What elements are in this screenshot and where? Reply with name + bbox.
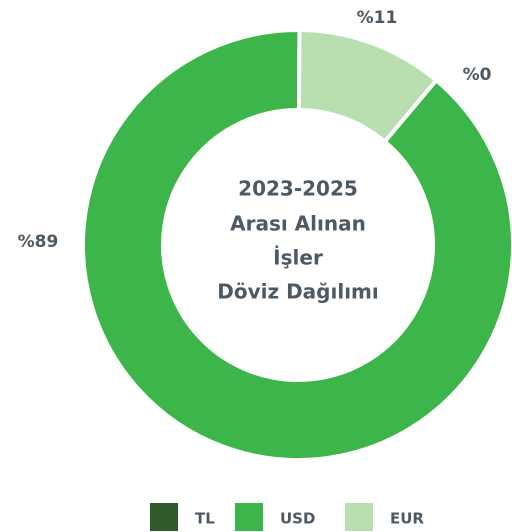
center-title: Döviz Dağılımı: [217, 280, 379, 304]
center-title: 2023-2025: [238, 177, 358, 201]
legend-swatch: [345, 503, 373, 531]
value-label: %11: [357, 8, 398, 28]
donut-slice: [81, 28, 512, 462]
value-label: %0: [463, 65, 492, 85]
center-title: Arası Alınan: [230, 212, 366, 236]
legend-swatch: [150, 503, 178, 531]
legend-label: EUR: [390, 510, 424, 528]
legend-label: TL: [195, 510, 215, 528]
legend-swatch: [235, 503, 263, 531]
center-title: İşler: [273, 246, 323, 270]
legend-label: USD: [280, 510, 315, 528]
value-label: %89: [18, 232, 59, 252]
donut-slice: [296, 27, 440, 145]
